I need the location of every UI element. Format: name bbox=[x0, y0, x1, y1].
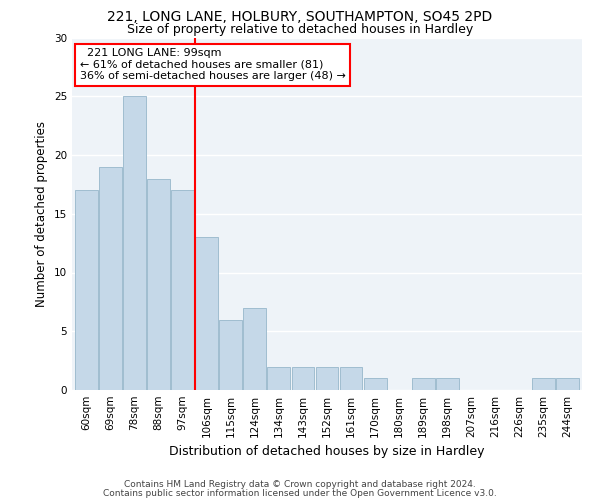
Bar bbox=[292, 366, 314, 390]
Text: Contains HM Land Registry data © Crown copyright and database right 2024.: Contains HM Land Registry data © Crown c… bbox=[124, 480, 476, 489]
Bar bbox=[364, 378, 386, 390]
Bar bbox=[244, 308, 266, 390]
Bar bbox=[99, 167, 122, 390]
Bar bbox=[412, 378, 434, 390]
Text: Contains public sector information licensed under the Open Government Licence v3: Contains public sector information licen… bbox=[103, 488, 497, 498]
Bar bbox=[532, 378, 555, 390]
Bar bbox=[220, 320, 242, 390]
Bar bbox=[147, 178, 170, 390]
Bar bbox=[316, 366, 338, 390]
Bar bbox=[195, 238, 218, 390]
X-axis label: Distribution of detached houses by size in Hardley: Distribution of detached houses by size … bbox=[169, 446, 485, 458]
Bar bbox=[436, 378, 459, 390]
Bar bbox=[340, 366, 362, 390]
Bar bbox=[556, 378, 579, 390]
Text: 221 LONG LANE: 99sqm
← 61% of detached houses are smaller (81)
36% of semi-detac: 221 LONG LANE: 99sqm ← 61% of detached h… bbox=[80, 48, 346, 82]
Bar bbox=[268, 366, 290, 390]
Bar bbox=[75, 190, 98, 390]
Text: 221, LONG LANE, HOLBURY, SOUTHAMPTON, SO45 2PD: 221, LONG LANE, HOLBURY, SOUTHAMPTON, SO… bbox=[107, 10, 493, 24]
Bar bbox=[171, 190, 194, 390]
Y-axis label: Number of detached properties: Number of detached properties bbox=[35, 120, 49, 306]
Text: Size of property relative to detached houses in Hardley: Size of property relative to detached ho… bbox=[127, 22, 473, 36]
Bar bbox=[123, 96, 146, 390]
